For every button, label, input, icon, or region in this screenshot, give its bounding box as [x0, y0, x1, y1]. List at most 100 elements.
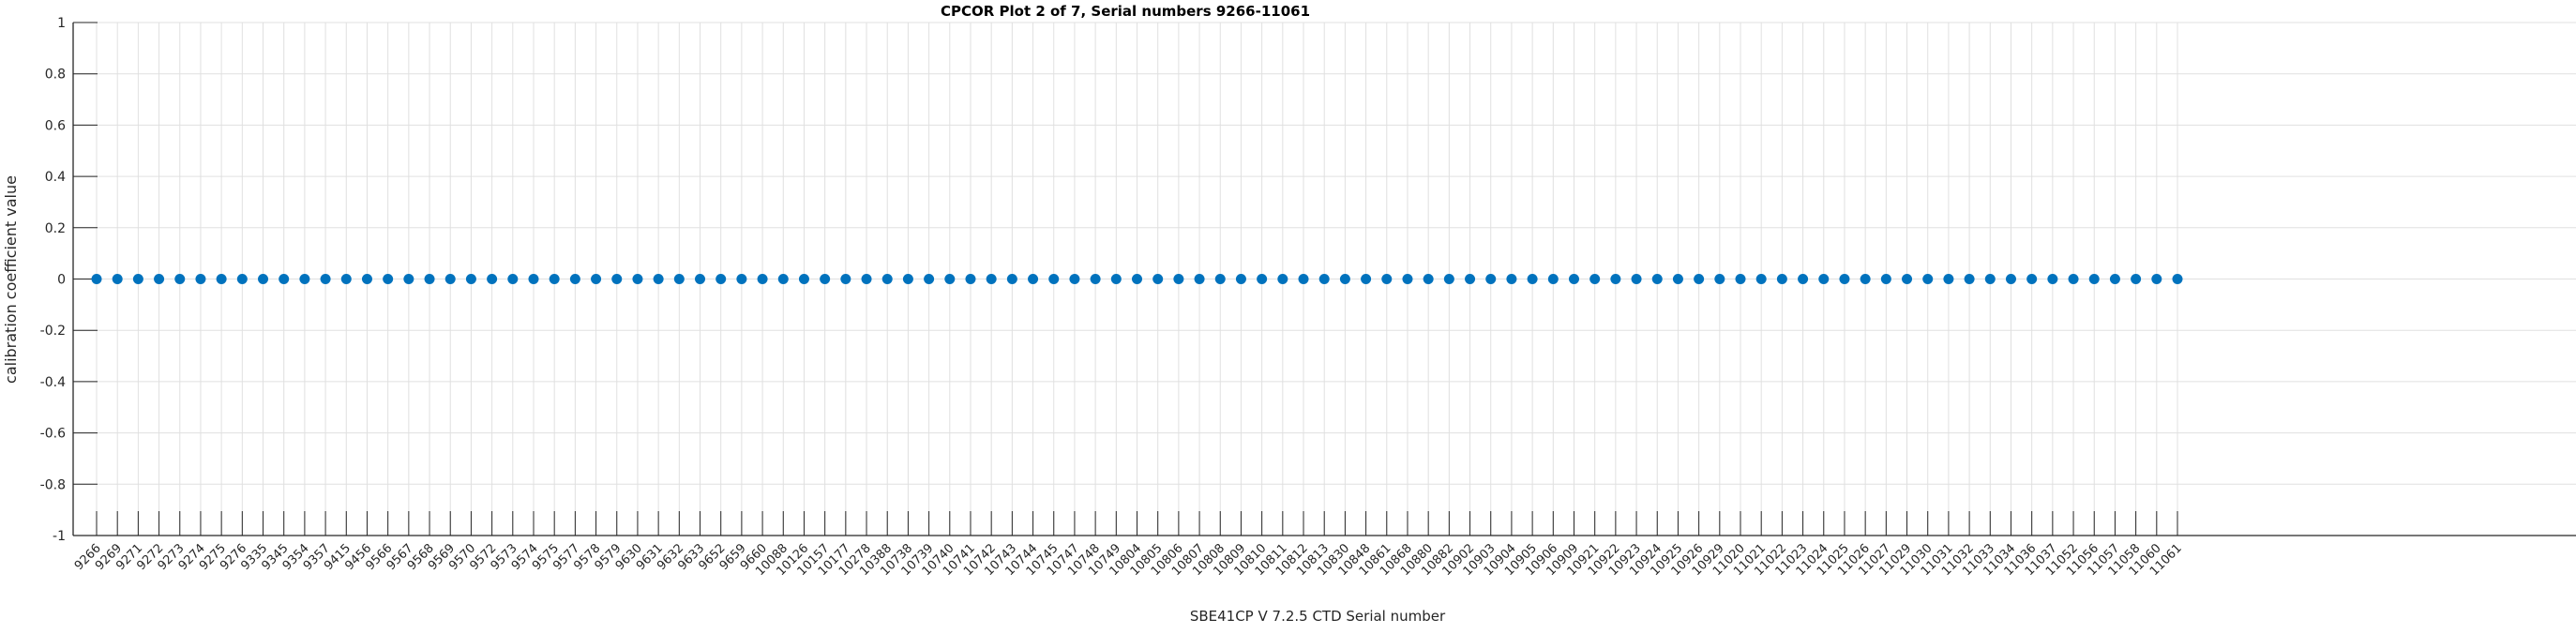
data-point: [881, 274, 893, 284]
data-point: [1257, 274, 1268, 284]
data-point: [2109, 274, 2120, 284]
data-point: [653, 274, 664, 284]
data-point: [1235, 274, 1246, 284]
data-point: [216, 274, 227, 284]
y-axis-title: calibration coefficient value: [2, 175, 20, 384]
data-point: [549, 274, 560, 284]
data-point: [1506, 274, 1517, 284]
data-point: [1568, 274, 1579, 284]
data-point: [1589, 274, 1601, 284]
data-point: [444, 274, 456, 284]
data-point: [1631, 274, 1642, 284]
data-point: [569, 274, 580, 284]
data-point: [1110, 274, 1122, 284]
y-tick-label: -0.2: [40, 324, 66, 339]
data-point: [1028, 274, 1039, 284]
data-point: [1547, 274, 1559, 284]
data-point: [798, 274, 809, 284]
data-point: [1090, 274, 1101, 284]
data-point: [320, 274, 331, 284]
data-point: [777, 274, 789, 284]
data-point: [1423, 274, 1434, 284]
data-point: [632, 274, 643, 284]
data-point: [1776, 274, 1787, 284]
data-point: [591, 274, 602, 284]
data-point: [507, 274, 519, 284]
data-point: [1735, 274, 1746, 284]
data-point: [1610, 274, 1621, 284]
data-point: [1714, 274, 1725, 284]
data-point: [1173, 274, 1184, 284]
data-point: [1527, 274, 1538, 284]
y-tick-label: 0.6: [45, 118, 66, 133]
data-point: [1839, 274, 1850, 284]
data-points: [91, 274, 2183, 284]
data-point: [1860, 274, 1871, 284]
data-point: [1694, 274, 1705, 284]
y-tick-label: -0.8: [40, 477, 66, 492]
data-point: [1006, 274, 1017, 284]
y-tick-label: -0.6: [40, 427, 66, 442]
data-point: [1755, 274, 1767, 284]
data-point: [736, 274, 747, 284]
data-point: [91, 274, 102, 284]
data-point: [1318, 274, 1330, 284]
data-point: [258, 274, 269, 284]
data-point: [1485, 274, 1497, 284]
axis-lines: [72, 23, 2576, 536]
data-point: [1361, 274, 1372, 284]
data-point: [2131, 274, 2142, 284]
data-point: [2088, 274, 2100, 284]
y-tick-label: 0.4: [45, 170, 66, 185]
data-point: [236, 274, 248, 284]
y-tick-label: 0: [57, 273, 66, 288]
data-point: [924, 274, 935, 284]
data-point: [1943, 274, 1954, 284]
data-point: [1902, 274, 1913, 284]
data-point: [340, 274, 352, 284]
data-point: [1152, 274, 1164, 284]
data-point: [1277, 274, 1288, 284]
y-tick-label: -0.4: [40, 375, 66, 390]
data-point: [2172, 274, 2183, 284]
data-point: [1381, 274, 1393, 284]
data-point: [383, 274, 394, 284]
y-tick-label: 0.8: [45, 68, 66, 83]
data-point: [695, 274, 706, 284]
data-point: [1048, 274, 1060, 284]
data-point: [1984, 274, 1996, 284]
data-point: [1798, 274, 1809, 284]
data-point: [1298, 274, 1309, 284]
axis-ticks: [73, 22, 2178, 536]
data-point: [944, 274, 956, 284]
data-point: [2047, 274, 2058, 284]
data-point: [487, 274, 498, 284]
data-point: [1818, 274, 1830, 284]
data-point: [965, 274, 976, 284]
data-point: [840, 274, 851, 284]
data-point: [986, 274, 997, 284]
y-tick-label: 1: [57, 16, 66, 31]
data-point: [465, 274, 476, 284]
data-point: [1069, 274, 1080, 284]
data-point: [2151, 274, 2162, 284]
data-point: [611, 274, 623, 284]
data-point: [1922, 274, 1934, 284]
data-point: [1214, 274, 1226, 284]
data-point: [1880, 274, 1891, 284]
data-point: [528, 274, 539, 284]
data-point: [132, 274, 143, 284]
data-point: [424, 274, 435, 284]
tick-labels: 10.80.60.40.20-0.2-0.4-0.6-0.8-192669269…: [40, 16, 2185, 579]
data-point: [2068, 274, 2079, 284]
data-point: [112, 274, 123, 284]
data-point: [195, 274, 206, 284]
data-point: [1465, 274, 1476, 284]
data-point: [299, 274, 310, 284]
data-point: [757, 274, 768, 284]
data-point: [902, 274, 913, 284]
data-point: [1132, 274, 1142, 284]
data-point: [820, 274, 831, 284]
